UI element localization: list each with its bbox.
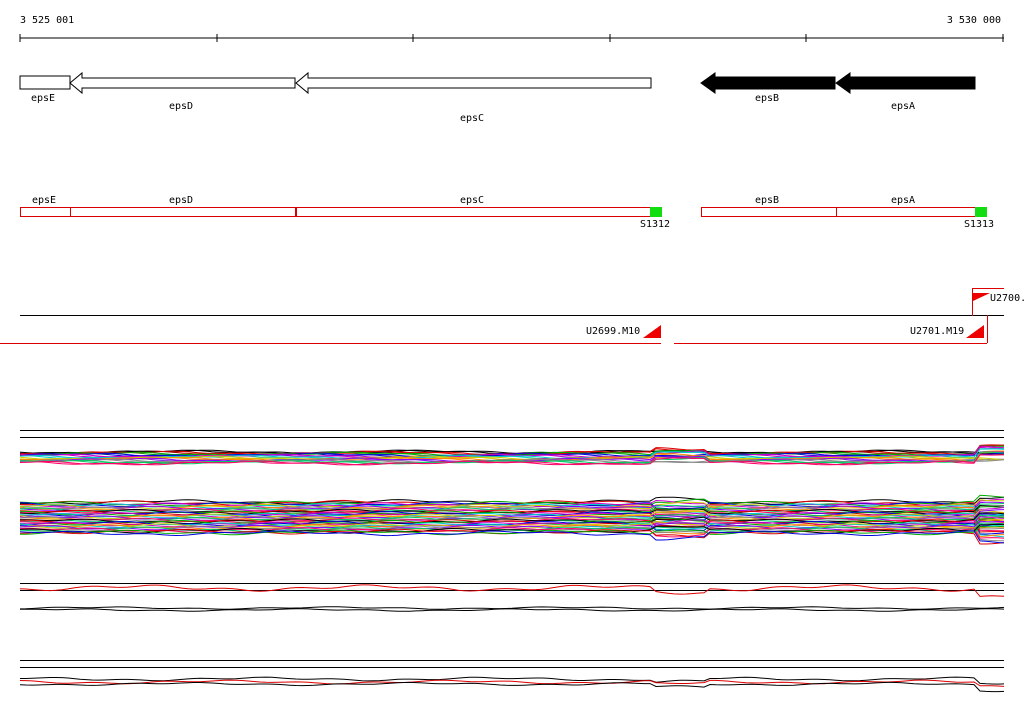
- site-label: S1312: [640, 219, 670, 230]
- operon-label: epsD: [169, 195, 193, 206]
- operons: [20, 207, 976, 217]
- gene-label: epsB: [755, 93, 779, 104]
- ruler-start: 3 525 001: [20, 15, 74, 26]
- gene-label: epsD: [169, 101, 193, 112]
- site-marker: [975, 207, 987, 217]
- expression-line: [19, 681, 1005, 693]
- transcript-label: U2700.: [990, 293, 1024, 304]
- transcripts: [0, 288, 1004, 344]
- expression-line: [20, 525, 1005, 536]
- ruler-end: 3 530 000: [947, 15, 1001, 26]
- expression-line: [19, 608, 1005, 612]
- expression-line: [20, 451, 1005, 465]
- expression-line: [19, 606, 1005, 610]
- expression-line: [19, 523, 1005, 534]
- expression-line: [19, 584, 1005, 597]
- gene-label: epsC: [460, 113, 484, 124]
- expression-line: [20, 512, 1005, 525]
- genes: [19, 71, 976, 95]
- expression-line: [19, 679, 1005, 687]
- operon-label: epsB: [755, 195, 779, 206]
- operon-label: epsE: [32, 195, 56, 206]
- ruler: [19, 34, 1004, 42]
- transcript-label: U2701.M19: [910, 326, 964, 337]
- expression-line: [19, 519, 1005, 529]
- operon-label: epsC: [460, 195, 484, 206]
- expression-line: [19, 530, 1005, 544]
- expression-line: [19, 454, 1005, 466]
- gene-label: epsE: [31, 93, 55, 104]
- site-label: S1313: [964, 219, 994, 230]
- expression-line: [20, 676, 1005, 685]
- expression-line: [19, 527, 1005, 539]
- transcript-label: U2699.M10: [586, 326, 640, 337]
- gene-label: epsA: [891, 101, 915, 112]
- expression-line: [19, 452, 1005, 458]
- site-marker: [650, 207, 662, 217]
- expression-tracks: [19, 430, 1005, 693]
- expression-line: [19, 520, 1005, 535]
- operon-label: epsA: [891, 195, 915, 206]
